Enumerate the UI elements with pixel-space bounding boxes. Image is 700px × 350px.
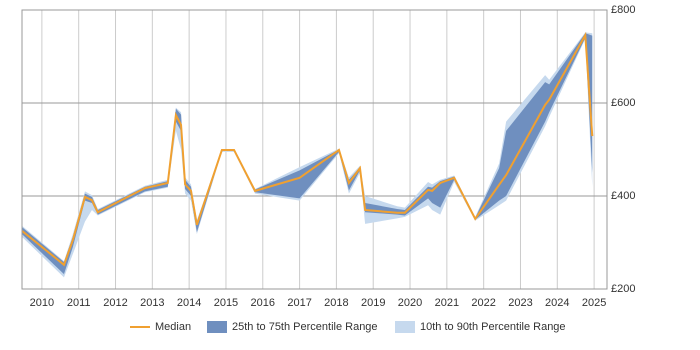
median-line bbox=[21, 31, 594, 267]
x-tick-label: 2024 bbox=[545, 297, 569, 309]
x-tick-label: 2019 bbox=[361, 297, 385, 309]
x-tick-label: 2018 bbox=[324, 297, 348, 309]
x-tick-label: 2025 bbox=[582, 297, 606, 309]
x-tick-label: 2017 bbox=[287, 297, 311, 309]
x-tick-label: 2016 bbox=[251, 297, 275, 309]
y-tick-label: £600 bbox=[611, 97, 635, 109]
x-tick-label: 2015 bbox=[214, 297, 238, 309]
x-tick-label: 2023 bbox=[508, 297, 532, 309]
legend-label: Median bbox=[155, 321, 191, 333]
x-tick-label: 2021 bbox=[435, 297, 459, 309]
x-tick-label: 2013 bbox=[140, 297, 164, 309]
x-tick-label: 2020 bbox=[398, 297, 422, 309]
x-tick-label: 2022 bbox=[471, 297, 495, 309]
x-tick-label: 2011 bbox=[67, 297, 91, 309]
x-tick-label: 2010 bbox=[30, 297, 54, 309]
y-tick-label: £400 bbox=[611, 190, 635, 202]
y-tick-label: £800 bbox=[611, 4, 635, 16]
legend-swatch bbox=[207, 321, 227, 333]
legend-swatch bbox=[395, 321, 415, 333]
x-tick-label: 2014 bbox=[177, 297, 201, 309]
x-tick-label: 2012 bbox=[103, 297, 127, 309]
legend-label: 10th to 90th Percentile Range bbox=[420, 321, 566, 333]
y-tick-label: £200 bbox=[611, 283, 635, 295]
legend-label: 25th to 75th Percentile Range bbox=[232, 321, 378, 333]
plot-border bbox=[21, 9, 608, 290]
